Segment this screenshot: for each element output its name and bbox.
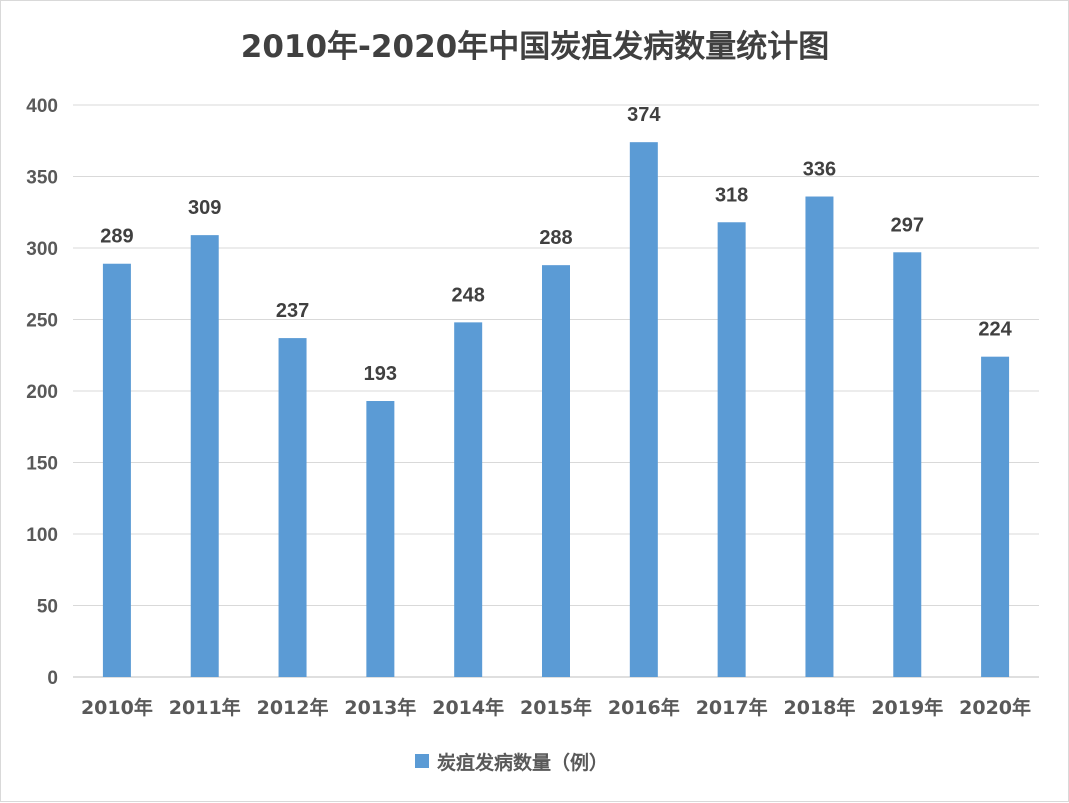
x-tick-label: 2012年	[257, 696, 329, 719]
x-tick-label: 2019年	[871, 696, 943, 719]
data-label: 248	[451, 284, 484, 306]
legend-swatch	[415, 754, 429, 768]
x-tick-label: 2015年	[520, 696, 592, 719]
data-label: 318	[715, 184, 748, 206]
data-label: 336	[803, 159, 836, 181]
bar	[190, 235, 219, 677]
data-label: 224	[978, 319, 1012, 341]
y-tick-label: 50	[37, 597, 58, 618]
data-label: 193	[364, 363, 397, 385]
bar	[981, 356, 1010, 677]
bar	[454, 322, 483, 677]
data-label: 289	[100, 226, 133, 248]
y-tick-label: 400	[26, 96, 58, 117]
x-tick-label: 2013年	[344, 696, 416, 719]
x-tick-label: 2016年	[608, 696, 680, 719]
bar	[366, 401, 395, 677]
bar	[717, 222, 746, 677]
bars	[102, 142, 1010, 678]
y-tick-label: 300	[26, 239, 58, 260]
legend-label: 炭疽发病数量（例）	[437, 751, 608, 774]
y-tick-label: 100	[26, 525, 58, 546]
bar	[805, 196, 834, 677]
x-tick-label: 2017年	[696, 696, 768, 719]
data-label: 288	[539, 227, 572, 249]
x-tick-label: 2014年	[432, 696, 504, 719]
y-tick-label: 200	[26, 382, 58, 403]
x-tick-label: 2018年	[784, 696, 856, 719]
x-axis-ticks: 2010年 2011年 2012年 2013年 2014年 2015年 2016年 2017年…	[81, 696, 1031, 719]
data-label: 297	[891, 214, 924, 236]
x-tick-label: 2020年	[959, 696, 1031, 719]
x-tick-label: 2010年	[81, 696, 153, 719]
bar	[542, 265, 570, 677]
y-tick-label: 250	[26, 311, 58, 332]
data-label: 309	[188, 197, 221, 219]
data-labels: 289 309 237 193 248 288 374 318 336 297 224	[100, 104, 1012, 385]
bar	[102, 263, 131, 677]
x-tick-label: 2011年	[169, 696, 241, 719]
data-label: 237	[276, 300, 309, 322]
y-tick-label: 0	[47, 668, 58, 689]
chart-title: 2010年-2020年中国炭疽发病数量统计图	[241, 29, 829, 65]
bar	[278, 338, 307, 677]
legend: 炭疽发病数量（例）	[415, 751, 608, 774]
data-label: 374	[627, 104, 661, 126]
y-tick-label: 350	[26, 168, 58, 189]
y-axis-ticks: 0 50 100 150 200 250 300 350 400	[26, 96, 58, 689]
bar	[893, 252, 922, 678]
bar	[629, 142, 658, 677]
y-tick-label: 150	[26, 454, 58, 475]
